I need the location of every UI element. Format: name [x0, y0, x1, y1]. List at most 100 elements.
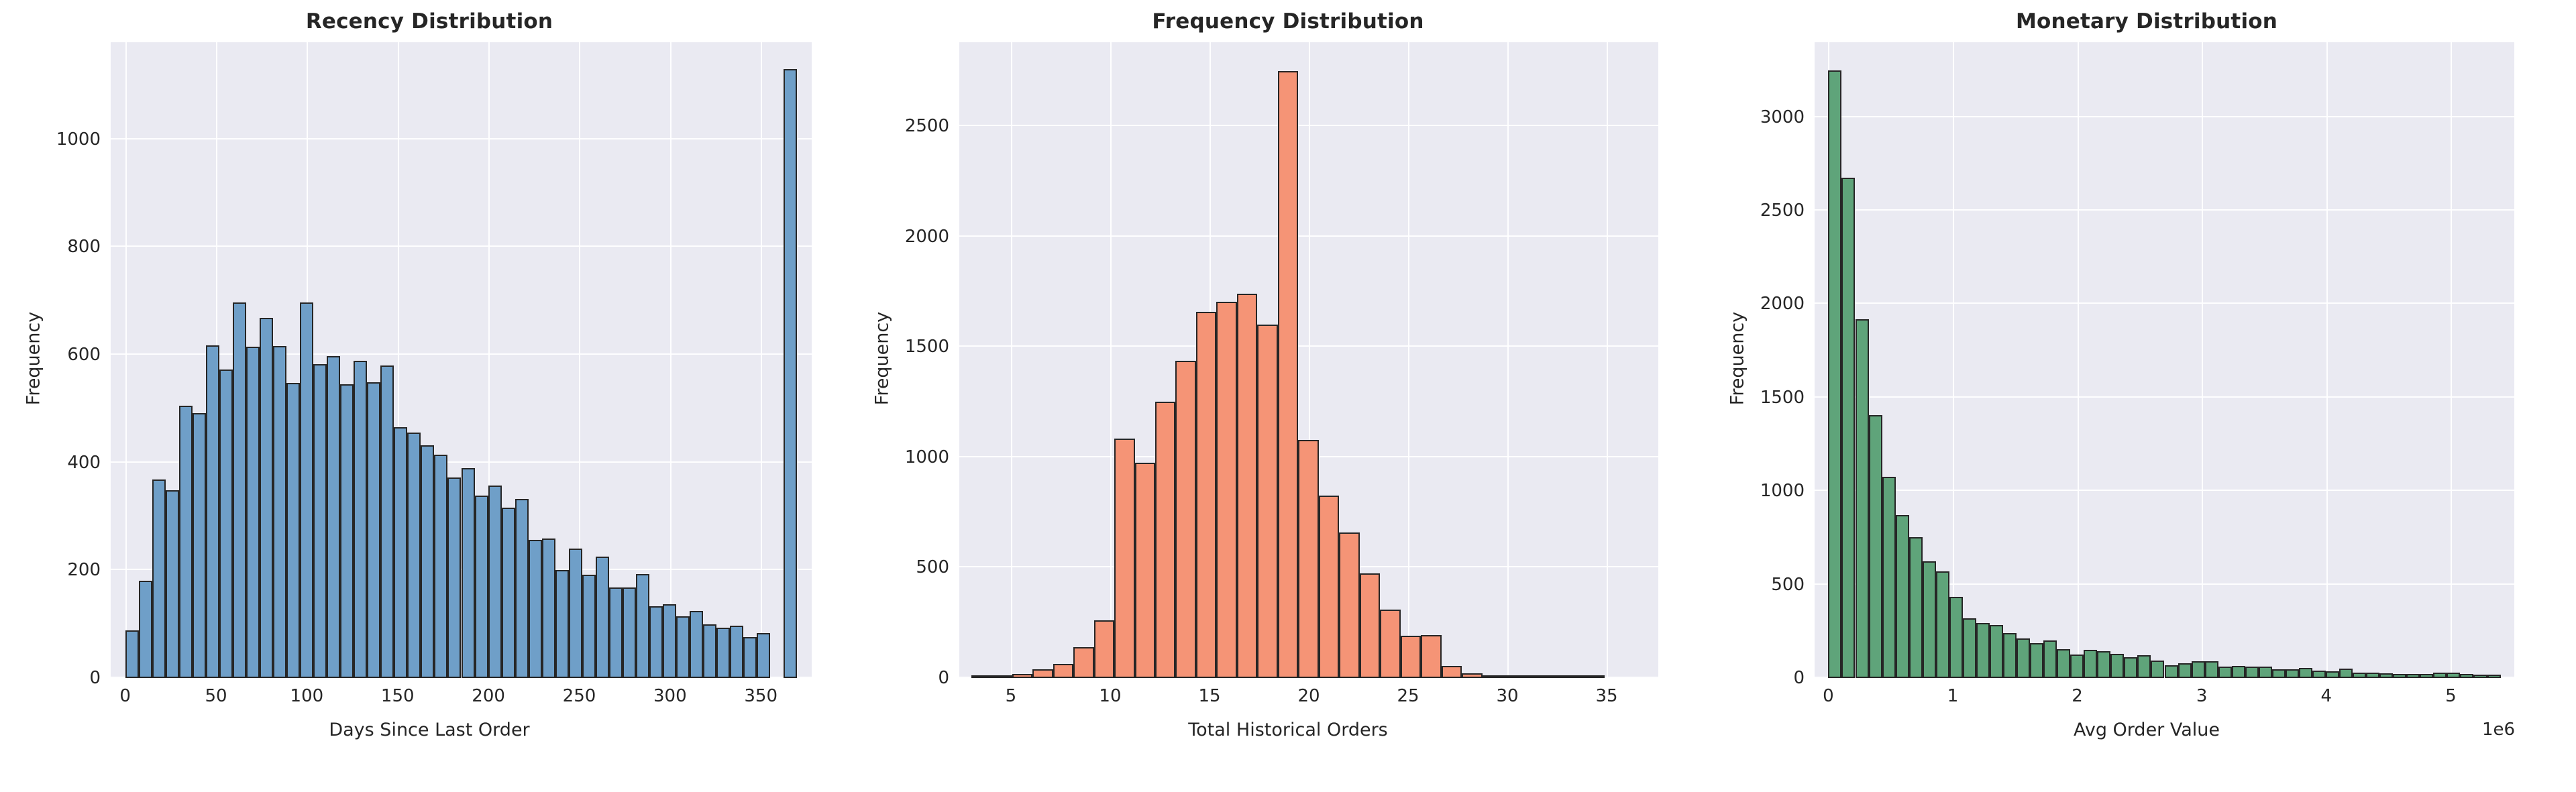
histogram-bar	[2379, 673, 2394, 678]
histogram-bar	[1882, 477, 1896, 678]
histogram-bar	[991, 675, 1012, 678]
x-axis-tick-label: 0	[1823, 686, 1834, 706]
x-axis-tick-label: 100	[290, 686, 324, 706]
x-axis-tick-label: 25	[1397, 686, 1419, 706]
gridline-vertical	[761, 42, 763, 678]
gridline-horizontal	[1815, 115, 2514, 117]
histogram-bar	[232, 302, 246, 678]
gridline-vertical	[579, 42, 581, 678]
histogram-bar	[2420, 674, 2434, 678]
histogram-bar	[2406, 673, 2420, 678]
histogram-bar	[568, 549, 582, 678]
y-axis-tick-label: 500	[1771, 574, 1805, 595]
gridline-vertical	[1953, 42, 1954, 678]
gridline-vertical	[1110, 42, 1112, 678]
histogram-bar	[2312, 670, 2326, 678]
histogram-bar	[205, 345, 219, 678]
histogram-bar	[2124, 657, 2138, 678]
histogram-bar	[676, 616, 690, 678]
plot-area-monetary	[1815, 42, 2514, 678]
histogram-bar	[1093, 620, 1115, 678]
histogram-bar	[1909, 536, 1923, 678]
histogram-bar	[1855, 319, 1869, 678]
gridline-vertical	[2326, 42, 2328, 678]
histogram-bar	[152, 479, 166, 678]
histogram-bar	[582, 574, 596, 678]
x-axis-tick-label: 250	[562, 686, 596, 706]
histogram-bar	[1564, 675, 1585, 678]
panel-title-frequency: Frequency Distribution	[1152, 9, 1424, 34]
y-axis-tick-label: 1000	[56, 129, 101, 150]
histogram-bar	[1053, 663, 1074, 678]
histogram-bar	[219, 370, 233, 678]
histogram-bar	[703, 624, 717, 678]
histogram-bar	[541, 538, 555, 678]
histogram-bar	[1421, 634, 1442, 678]
histogram-bar	[300, 302, 314, 678]
histogram-bar	[488, 486, 502, 678]
histogram-bar	[1922, 561, 1936, 678]
x-axis-tick-label: 5	[2445, 686, 2457, 706]
x-axis-tick-label: 35	[1595, 686, 1618, 706]
gridline-vertical	[1507, 42, 1509, 678]
histogram-bar	[2271, 669, 2286, 678]
y-axis-tick-label: 2000	[1760, 294, 1805, 315]
gridline-vertical	[125, 42, 127, 678]
histogram-bar	[501, 508, 515, 678]
histogram-bar	[608, 587, 623, 678]
x-axis-label: Days Since Last Order	[329, 720, 530, 740]
histogram-bar	[2447, 672, 2461, 678]
histogram-bar	[2487, 674, 2501, 678]
histogram-bar	[663, 604, 677, 678]
histogram-bar	[1155, 401, 1176, 678]
histogram-bar	[2151, 660, 2165, 678]
histogram-bar	[165, 490, 179, 678]
histogram-bar	[2097, 650, 2111, 678]
histogram-bar	[2137, 655, 2151, 678]
histogram-bar	[971, 675, 992, 678]
histogram-bar	[1482, 675, 1503, 678]
gridline-vertical	[1607, 42, 1609, 678]
panel-recency: Recency Distribution 0 200 400 600 800 1000 0 5…	[0, 0, 859, 792]
histogram-bar	[2258, 667, 2272, 678]
histogram-bar	[2191, 661, 2205, 678]
histogram-bar	[1949, 596, 1963, 678]
histogram-bars	[1815, 42, 2514, 678]
x-axis-tick-label: 1	[1947, 686, 1959, 706]
histogram-bar	[595, 557, 609, 678]
gridline-horizontal	[111, 461, 812, 463]
panel-title-monetary: Monetary Distribution	[2015, 9, 2278, 34]
histogram-bar	[421, 445, 435, 678]
histogram-bar	[2366, 673, 2380, 678]
histogram-bar	[246, 346, 260, 678]
histogram-bar	[555, 570, 569, 678]
x-axis-tick-label: 200	[472, 686, 505, 706]
histogram-bar	[2326, 671, 2340, 678]
x-axis-label: Avg Order Value	[2073, 720, 2220, 740]
x-axis-tick-label: 10	[1099, 686, 1122, 706]
x-axis-tick-label: 3	[2196, 686, 2208, 706]
histogram-bar	[1502, 675, 1523, 678]
histogram-bar	[2110, 654, 2125, 678]
histogram-bars	[111, 42, 812, 678]
histogram-bar	[340, 384, 354, 678]
histogram-bar	[1584, 675, 1605, 678]
histogram-bar	[2218, 667, 2232, 678]
histogram-bar	[2178, 663, 2192, 678]
histogram-bar	[434, 455, 448, 678]
gridline-vertical	[1309, 42, 1310, 678]
histogram-bar	[1277, 70, 1299, 678]
panel-monetary: Monetary Distribution 0 500 1000 1500 2000 25…	[1717, 0, 2576, 792]
histogram-bar	[1868, 415, 1882, 678]
y-axis-tick-label: 2500	[904, 116, 949, 137]
histogram-bar	[2043, 640, 2057, 678]
histogram-bar	[1175, 360, 1196, 678]
histogram-bar	[1441, 665, 1462, 678]
panel-frequency: Frequency Distribution 0 500 1000 1500 2000 2…	[859, 0, 1717, 792]
histogram-bar	[286, 382, 301, 678]
gridline-vertical	[488, 42, 490, 678]
x-axis-label: Total Historical Orders	[1188, 720, 1388, 740]
x-axis-tick-label: 350	[744, 686, 778, 706]
histogram-bar	[367, 382, 381, 678]
histogram-bar	[2460, 674, 2474, 678]
